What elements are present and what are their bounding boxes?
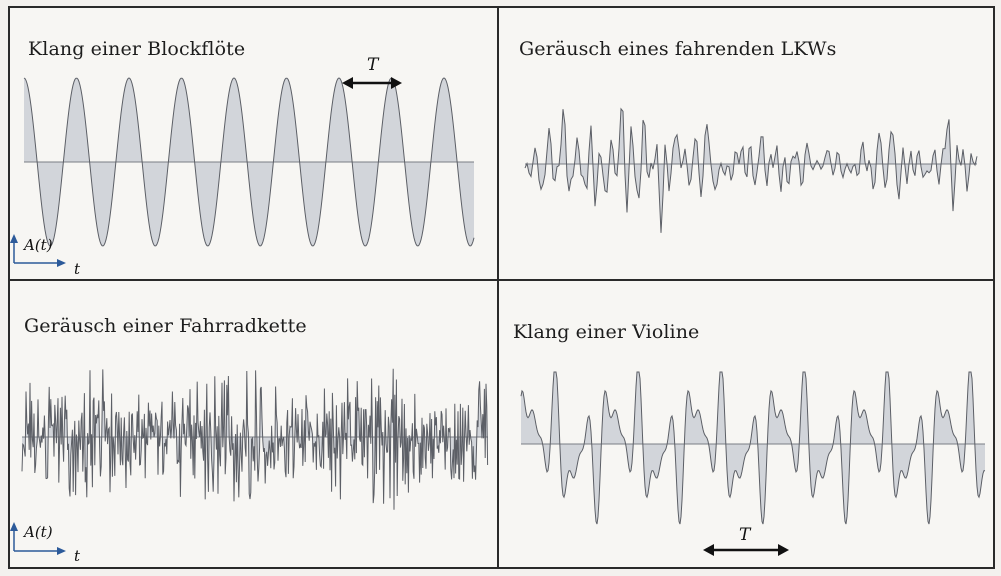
panel-blockfloete: Klang einer Blockflöte T A(t) t: [8, 6, 499, 281]
axis-indicator: A(t) t: [10, 234, 81, 278]
panel-title: Klang einer Violine: [513, 321, 700, 343]
period-marker: T: [703, 525, 789, 556]
waveform-line: [524, 107, 978, 233]
axis-y-label: A(t): [22, 236, 53, 254]
panel-title: Geräusch einer Fahrradkette: [24, 315, 307, 337]
waveform-plot: [524, 107, 978, 233]
period-marker: T: [342, 55, 402, 89]
period-label: T: [739, 525, 752, 545]
panel-fahrradkette: Geräusch einer Fahrradkette A(t) t: [8, 281, 499, 569]
waveform-fill: [521, 372, 985, 525]
waveform-line: [21, 368, 489, 510]
waveform-line: [520, 371, 986, 525]
panel-title: Klang einer Blockflöte: [28, 38, 246, 60]
panel-lkw: Geräusch eines fahrenden LKWs: [499, 6, 995, 281]
period-label: T: [367, 55, 380, 75]
panel-title: Geräusch eines fahrenden LKWs: [519, 38, 837, 60]
waveform-plot: T: [520, 371, 986, 556]
panel-violine: Klang einer Violine T: [499, 281, 995, 569]
waveform: [520, 371, 986, 525]
waveform-fill: [525, 108, 977, 233]
waveform: [23, 77, 475, 247]
waveform-line: [23, 77, 475, 247]
axis-y-label: A(t): [22, 523, 53, 541]
waveform: [524, 107, 978, 233]
waveform-plot: T A(t) t: [10, 55, 475, 278]
waveform-plot: A(t) t: [10, 368, 489, 565]
axis-x-label: t: [74, 260, 81, 278]
axis-indicator: A(t) t: [10, 522, 81, 565]
axis-x-label: t: [74, 547, 81, 565]
waveform: [21, 368, 489, 510]
